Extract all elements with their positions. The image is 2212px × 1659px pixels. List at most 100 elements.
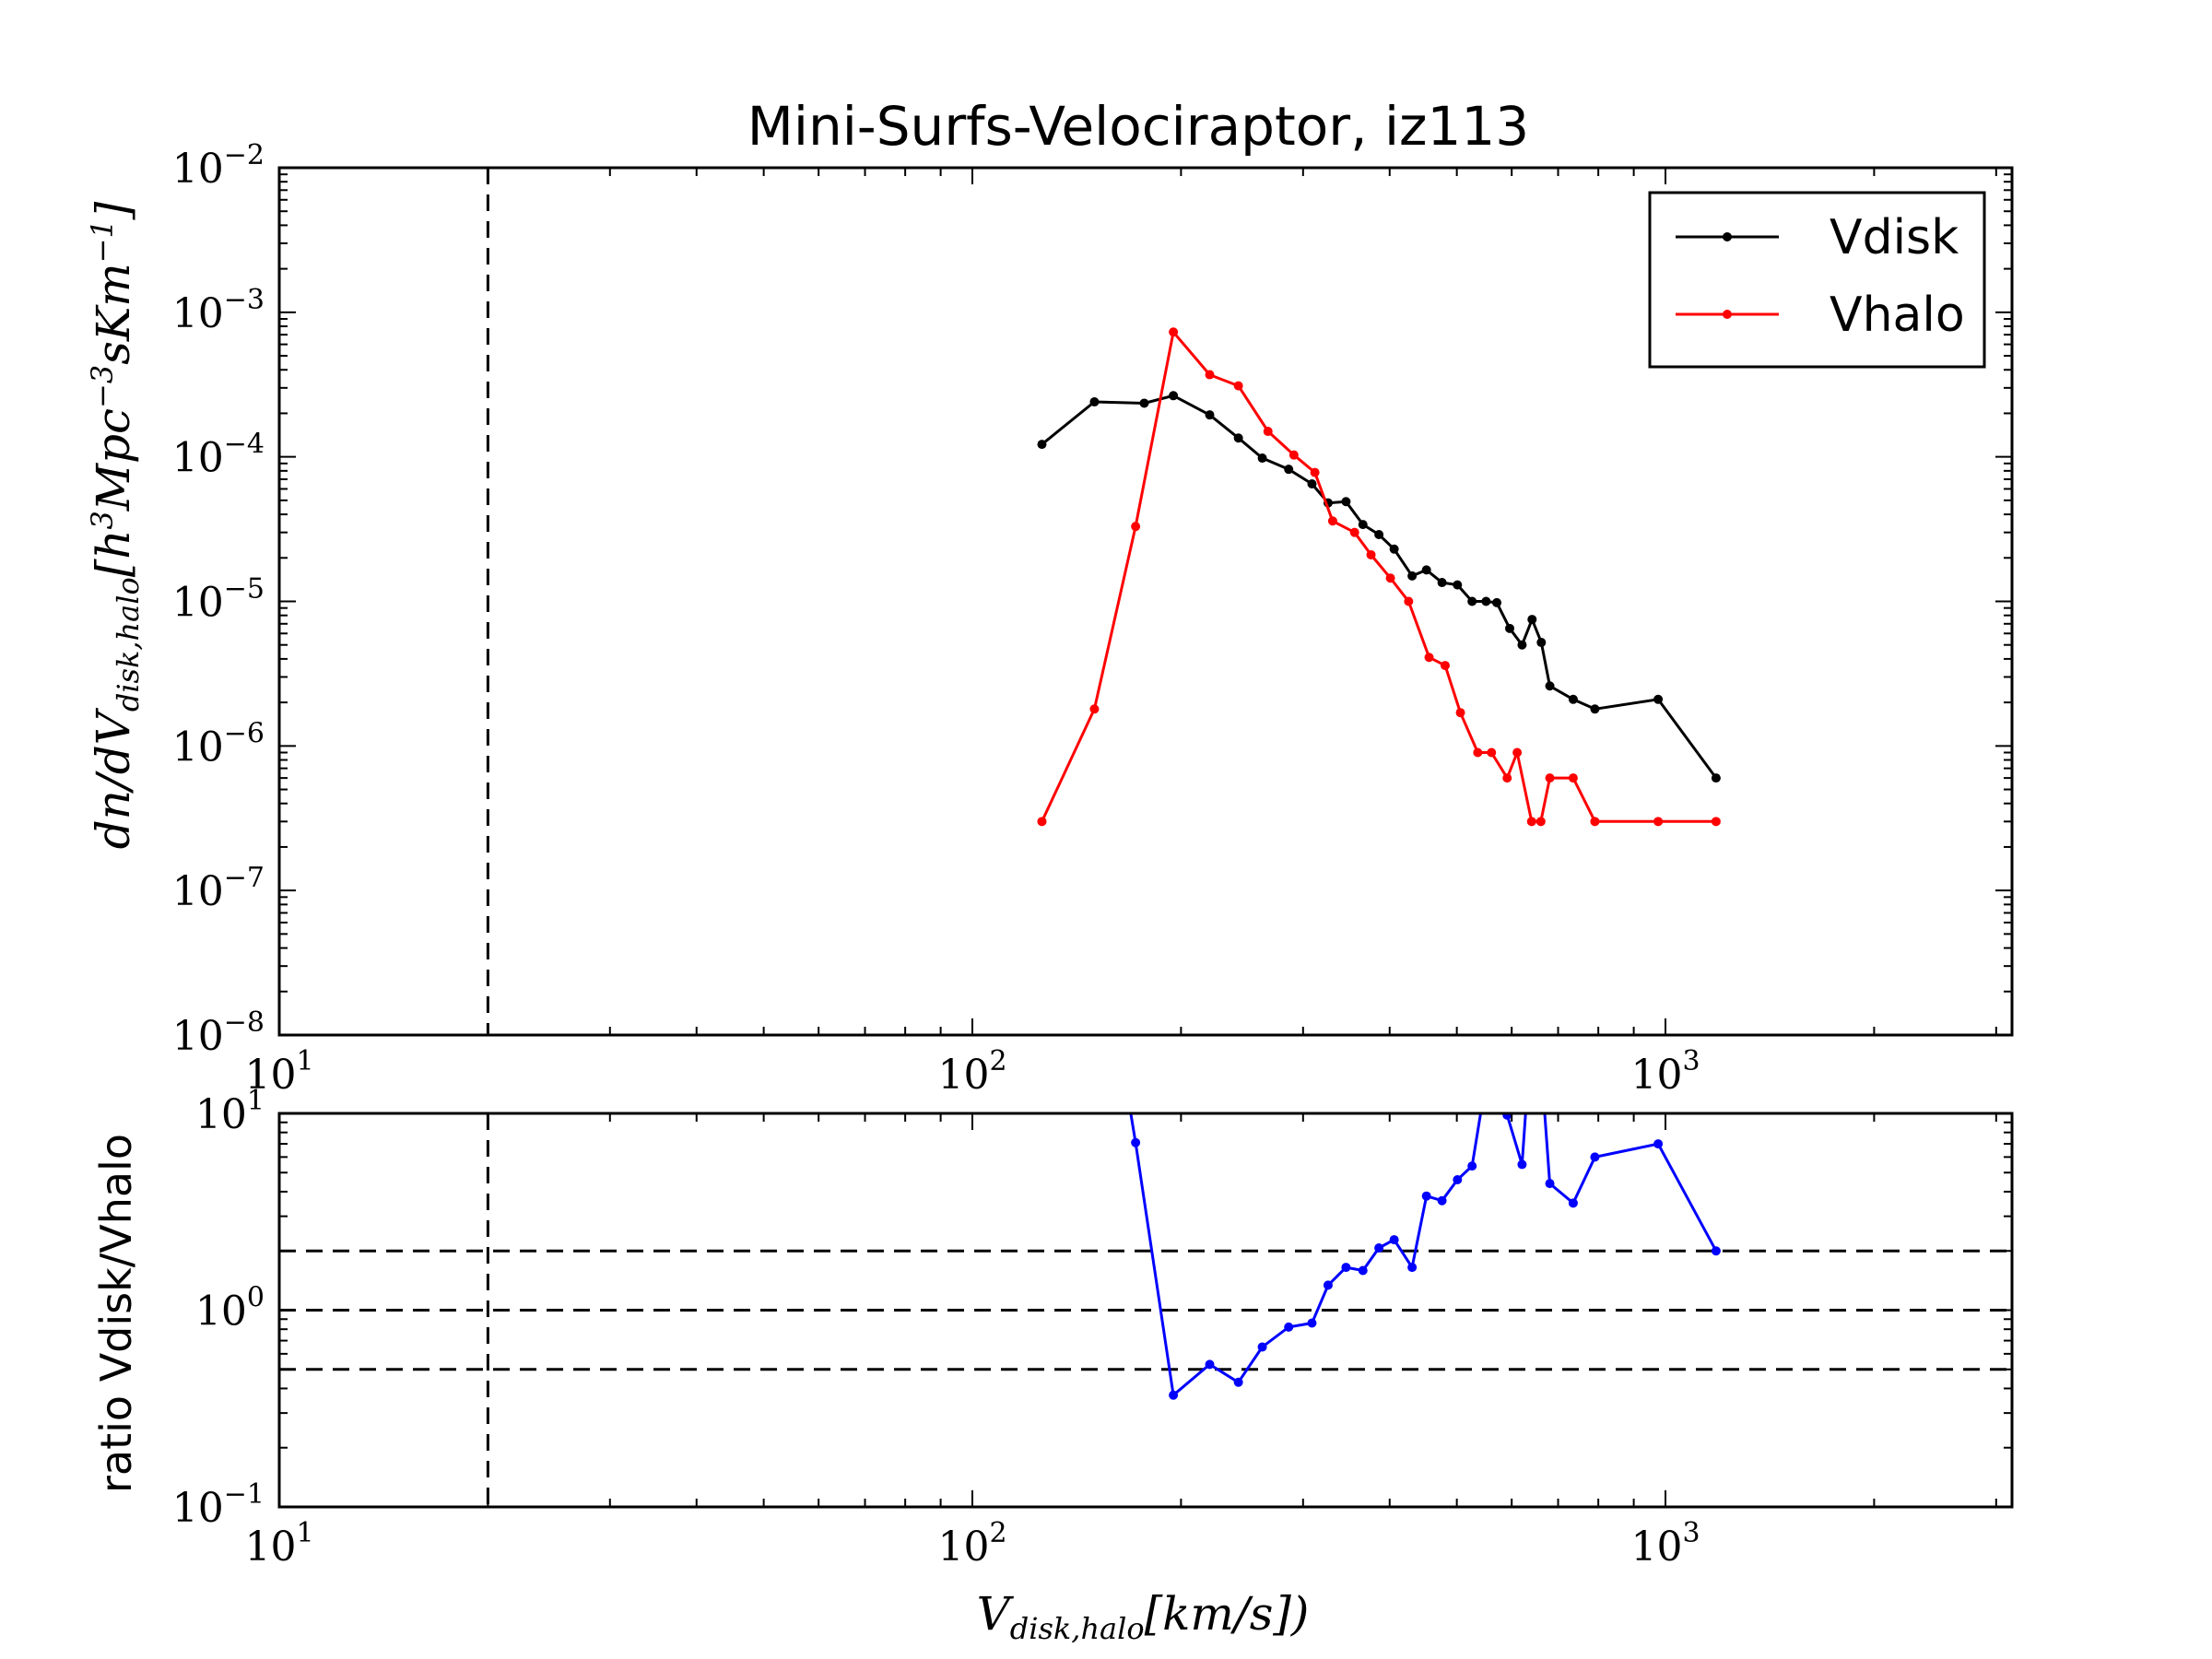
tick-exponent: 3 bbox=[1682, 1517, 1700, 1549]
data-point-vdisk bbox=[1205, 410, 1215, 420]
data-point-vhalo bbox=[1590, 817, 1600, 827]
data-point-vhalo bbox=[1526, 817, 1536, 827]
data-point-vdisk bbox=[1358, 520, 1368, 530]
data-point-vdisk bbox=[1139, 398, 1149, 408]
x-tick-label: 101 bbox=[244, 1045, 313, 1099]
data-point-vhalo bbox=[1205, 370, 1215, 380]
data-point-vdisk bbox=[1437, 578, 1447, 588]
data-point-ratio bbox=[1257, 1342, 1267, 1352]
legend-label-vdisk: Vdisk bbox=[1830, 210, 1959, 265]
data-point-vdisk bbox=[1257, 453, 1267, 464]
top-series-group bbox=[1037, 327, 1721, 827]
data-point-vdisk bbox=[1169, 391, 1179, 401]
bottom-series-group bbox=[1129, 1015, 1721, 1400]
data-point-vdisk bbox=[1517, 640, 1527, 650]
data-point-vdisk bbox=[1568, 694, 1578, 704]
tick-base: 10 bbox=[1630, 1052, 1682, 1099]
tick-exponent: −5 bbox=[224, 573, 265, 606]
ylabel-part-dn: dn/dV bbox=[87, 707, 140, 849]
top-y-axis-label: dn/dVdisk,halo[h3Mpc−3sKm−1] bbox=[85, 201, 146, 849]
data-point-ratio bbox=[1437, 1195, 1447, 1206]
tick-exponent: −7 bbox=[224, 862, 265, 894]
legend: Vdisk Vhalo bbox=[1648, 191, 1986, 369]
y-tick-label: 10−7 bbox=[172, 862, 265, 915]
data-point-ratio bbox=[1467, 1161, 1477, 1171]
data-point-vdisk bbox=[1307, 479, 1317, 489]
tick-base: 10 bbox=[172, 868, 224, 915]
tick-base: 10 bbox=[172, 580, 224, 627]
tick-base: 10 bbox=[1630, 1524, 1682, 1571]
data-point-vdisk bbox=[1492, 597, 1502, 607]
tick-exponent: 1 bbox=[247, 1085, 265, 1117]
ylabel-sub: disk,halo bbox=[111, 577, 146, 712]
tick-base: 10 bbox=[244, 1052, 296, 1099]
data-point-vhalo bbox=[1404, 596, 1414, 606]
y-tick-label: 10−1 bbox=[172, 1478, 265, 1532]
legend-box bbox=[1648, 191, 1986, 369]
data-point-ratio bbox=[1711, 1246, 1721, 1256]
xlabel-v: V bbox=[977, 1587, 1015, 1641]
data-point-ratio bbox=[1527, 1015, 1536, 1024]
x-tick-label: 103 bbox=[1630, 1517, 1700, 1571]
data-point-vhalo bbox=[1037, 817, 1047, 827]
data-point-vdisk bbox=[1653, 694, 1664, 704]
ylabel-mpc: Mpc bbox=[87, 408, 140, 512]
data-point-vdisk bbox=[1467, 596, 1477, 606]
data-point-vhalo bbox=[1349, 527, 1359, 537]
data-point-vdisk bbox=[1527, 615, 1537, 625]
data-point-ratio bbox=[1341, 1263, 1351, 1273]
tick-base: 10 bbox=[172, 146, 224, 193]
data-point-vdisk bbox=[1089, 397, 1100, 407]
ylabel-bracket: [h bbox=[87, 530, 140, 578]
data-point-ratio bbox=[1421, 1191, 1431, 1201]
tick-base: 10 bbox=[937, 1524, 989, 1571]
data-point-vhalo bbox=[1568, 773, 1578, 783]
data-point-vdisk bbox=[1505, 623, 1515, 633]
data-point-vhalo bbox=[1545, 773, 1555, 783]
data-point-vhalo bbox=[1440, 661, 1450, 671]
x-tick-label: 102 bbox=[937, 1045, 1006, 1099]
tick-base: 10 bbox=[937, 1052, 989, 1099]
xlabel-units: [km/s]) bbox=[1145, 1587, 1310, 1641]
data-point-ratio bbox=[1536, 1062, 1546, 1071]
data-point-vdisk bbox=[1453, 580, 1463, 590]
legend-label-vhalo: Vhalo bbox=[1830, 288, 1965, 343]
x-tick-label: 102 bbox=[937, 1517, 1006, 1571]
data-point-vdisk bbox=[1545, 681, 1555, 691]
y-tick-label: 10−4 bbox=[172, 429, 265, 482]
bottom-y-axis-label: ratio Vdisk/Vhalo bbox=[91, 1134, 141, 1493]
legend-marker-vhalo bbox=[1723, 310, 1732, 319]
ylabel-sup-neg3: −3 bbox=[85, 365, 120, 408]
data-point-vhalo bbox=[1487, 747, 1497, 758]
data-point-vhalo bbox=[1263, 427, 1273, 437]
tick-base: 10 bbox=[172, 435, 224, 482]
data-point-vhalo bbox=[1455, 708, 1465, 718]
tick-exponent: 1 bbox=[296, 1045, 313, 1077]
data-point-ratio bbox=[1233, 1377, 1243, 1387]
y-tick-label: 10−2 bbox=[172, 139, 265, 193]
data-point-ratio bbox=[1502, 1113, 1512, 1120]
data-point-ratio bbox=[1389, 1235, 1399, 1245]
tick-base: 10 bbox=[172, 290, 224, 337]
tick-exponent: 0 bbox=[247, 1282, 265, 1314]
series-line-vhalo bbox=[1041, 330, 1716, 823]
data-point-ratio bbox=[1590, 1152, 1600, 1162]
data-point-ratio bbox=[1169, 1390, 1179, 1400]
data-point-vhalo bbox=[1424, 653, 1434, 663]
series-line-ratio bbox=[1129, 1113, 1718, 1397]
data-point-ratio bbox=[1568, 1198, 1578, 1208]
data-point-vdisk bbox=[1421, 565, 1431, 575]
data-point-vhalo bbox=[1473, 747, 1483, 758]
tick-exponent: 1 bbox=[296, 1517, 313, 1549]
data-point-vdisk bbox=[1233, 433, 1243, 443]
data-point-ratio bbox=[1307, 1318, 1317, 1328]
tick-base: 10 bbox=[244, 1524, 296, 1571]
data-point-vhalo bbox=[1288, 450, 1299, 460]
data-point-vhalo bbox=[1711, 817, 1721, 827]
x-tick-label: 103 bbox=[1630, 1045, 1700, 1099]
